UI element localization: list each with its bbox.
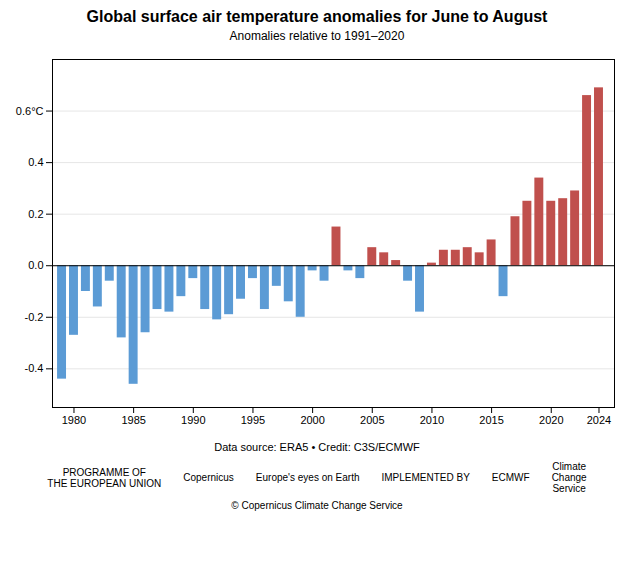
- svg-text:1990: 1990: [181, 414, 205, 426]
- html-text:IMPLEMENTED BY: IMPLEMENTED BY: [381, 472, 470, 483]
- svg-text:2020: 2020: [539, 414, 563, 426]
- html-text:PROGRAMME OF THE EUROPEAN UNIO: PROGRAMME OF THE EUROPEAN UNION: [47, 466, 162, 489]
- svg-text:-0.2: -0.2: [25, 311, 44, 323]
- html-text:Climate Change Service: Climate Change Service: [551, 461, 587, 494]
- html-text:Copernicus: Copernicus: [183, 472, 234, 483]
- html-text:© Copernicus Climate Change Se: © Copernicus Climate Change Service: [231, 500, 403, 511]
- html-text:ECMWF: ECMWF: [491, 472, 530, 483]
- svg-text:0.2: 0.2: [28, 208, 43, 220]
- svg-text:2015: 2015: [479, 414, 503, 426]
- html-text:Global surface air temperature: Global surface air temperature anomalies…: [86, 8, 548, 25]
- html-text:Data source: ERA5 • Credit: C3: Data source: ERA5 • Credit: C3S/ECMWF: [214, 441, 420, 453]
- html-text:Europe's eyes on Earth: Europe's eyes on Earth: [255, 472, 360, 483]
- svg-text:2010: 2010: [420, 414, 444, 426]
- svg-text:2024: 2024: [587, 414, 611, 426]
- svg-text:0.6°C: 0.6°C: [16, 105, 44, 117]
- html-text:Anomalies relative to 1991–202: Anomalies relative to 1991–2020: [229, 29, 405, 43]
- svg-text:2005: 2005: [360, 414, 384, 426]
- svg-text:-0.4: -0.4: [25, 362, 44, 374]
- svg-text:0.4: 0.4: [28, 156, 43, 168]
- svg-text:1980: 1980: [62, 414, 86, 426]
- svg-text:1985: 1985: [121, 414, 145, 426]
- svg-text:1995: 1995: [241, 414, 265, 426]
- svg-text:0.0: 0.0: [28, 259, 43, 271]
- svg-text:2000: 2000: [300, 414, 324, 426]
